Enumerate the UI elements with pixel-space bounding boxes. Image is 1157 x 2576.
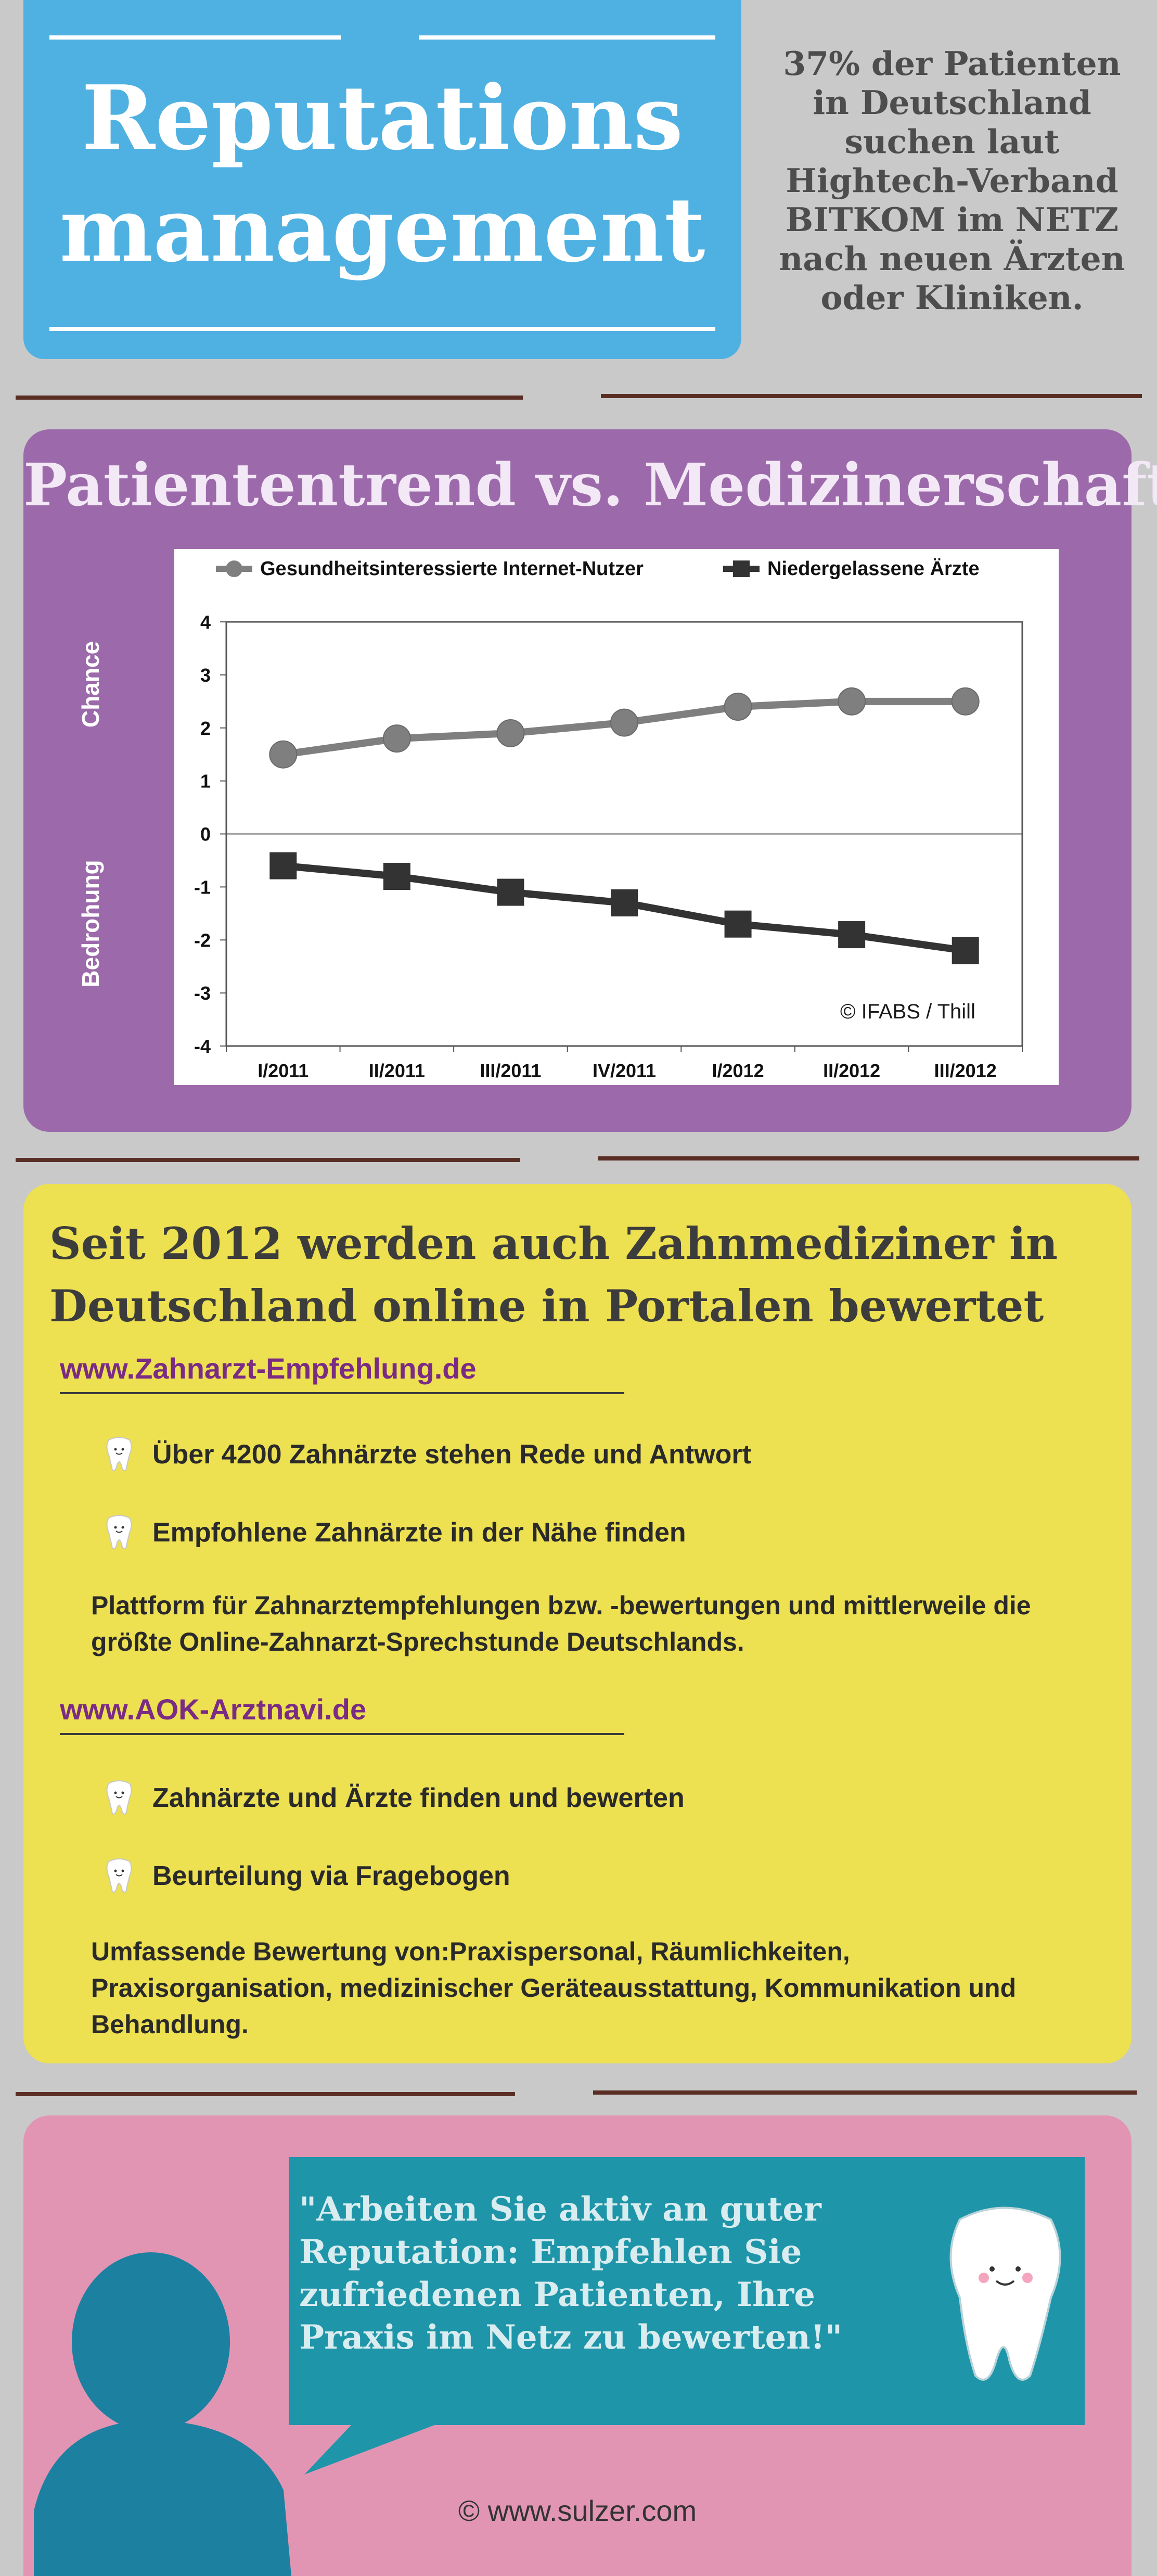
portal-description: Umfassende Bewertung von:Praxispersonal,… — [91, 1937, 1017, 2039]
chart-area — [174, 549, 1059, 1085]
data-point — [951, 687, 980, 716]
chart-title: Patiententrend vs. Medizinerschaft — [23, 451, 1157, 519]
portal-link-aok-arztnavi[interactable]: www.AOK-Arztnavi.de — [60, 1693, 367, 1726]
y-tick-label: -4 — [194, 1036, 211, 1057]
stat-text: 37% der Patienten in Deutschland suchen … — [779, 44, 1125, 317]
bullet-text: Über 4200 Zahnärzte stehen Rede und Antw… — [152, 1439, 751, 1470]
person-silhouette-icon — [34, 2252, 291, 2576]
footer-credit: © www.sulzer.com — [458, 2494, 697, 2527]
data-point — [497, 878, 524, 906]
title-box: Reputations management — [23, 0, 741, 359]
bullet-text: Zahnärzte und Ärzte finden und bewerten — [152, 1783, 685, 1813]
portal-underline — [60, 1733, 624, 1735]
y-tick-label: 3 — [200, 665, 211, 686]
x-tick-label: IV/2011 — [593, 1060, 656, 1081]
data-point — [611, 889, 638, 916]
title-top-rule-right — [419, 35, 715, 40]
portal-underline — [60, 1392, 624, 1394]
x-tick-label: II/2011 — [369, 1060, 425, 1081]
divider — [16, 396, 523, 400]
title-top-rule-left — [49, 35, 341, 40]
portal-link-zahnarzt-empfehlung[interactable]: www.Zahnarzt-Empfehlung.de — [60, 1352, 477, 1385]
smiling-tooth-icon — [949, 2207, 1061, 2381]
data-point — [269, 740, 298, 769]
x-tick-label: I/2012 — [712, 1060, 764, 1081]
list-item: Empfohlene Zahnärzte in der Nähe finden — [104, 1512, 686, 1553]
legend-label: Gesundheitsinteressierte Internet-Nutzer — [260, 558, 644, 580]
portal-heading: Seit 2012 werden auch Zahnmediziner in D… — [49, 1218, 1058, 1332]
y-tick-label: 2 — [200, 718, 211, 739]
tooth-icon — [106, 1515, 132, 1549]
side-label-chance: Chance — [77, 641, 104, 728]
divider — [593, 2090, 1137, 2095]
list-item: Beurteilung via Fragebogen — [104, 1855, 510, 1897]
bullet-text: Beurteilung via Fragebogen — [152, 1861, 510, 1891]
chart-copyright: © IFABS / Thill — [840, 1000, 975, 1023]
data-point — [838, 687, 866, 716]
quote-text: "Arbeiten Sie aktiv an guter Reputation:… — [299, 2190, 843, 2357]
data-point — [724, 910, 752, 938]
page-title: Reputations management — [59, 66, 705, 282]
divider — [16, 1158, 520, 1162]
y-tick-label: 0 — [200, 824, 211, 845]
speech-bubble-shape — [289, 2157, 1085, 2475]
line-chart: Chance Bedrohung 4 3 2 1 0 -1 -2 -3 -4 I/2011 II/2… — [77, 549, 1059, 1085]
tooth-icon — [106, 1780, 132, 1815]
list-item: Zahnärzte und Ärzte finden und bewerten — [104, 1777, 685, 1819]
quote-section: "Arbeiten Sie aktiv an guter Reputation:… — [23, 2115, 1132, 2576]
divider — [601, 394, 1142, 398]
portal-description: Plattform für Zahnarztempfehlungen bzw. … — [91, 1591, 1031, 1656]
data-point — [496, 719, 525, 747]
y-tick-label: 1 — [200, 771, 211, 792]
data-point — [724, 693, 752, 721]
x-tick-label: I/2011 — [258, 1060, 308, 1081]
data-point — [382, 724, 411, 753]
x-tick-label: III/2012 — [934, 1060, 997, 1081]
legend-label: Niedergelassene Ärzte — [767, 557, 980, 580]
y-tick-label: 4 — [200, 611, 211, 633]
data-point — [610, 708, 638, 737]
side-label-bedrohung: Bedrohung — [77, 860, 104, 987]
speech-bubble — [289, 2157, 1085, 2475]
data-point — [269, 852, 297, 879]
divider — [598, 1156, 1139, 1161]
data-point — [838, 921, 866, 949]
bullet-text: Empfohlene Zahnärzte in der Nähe finden — [152, 1517, 686, 1548]
x-tick-label: III/2011 — [480, 1060, 541, 1081]
chart-section: Patiententrend vs. Medizinerschaft Chanc… — [23, 429, 1157, 1132]
tooth-icon — [106, 1858, 132, 1893]
list-item: Über 4200 Zahnärzte stehen Rede und Antw… — [104, 1434, 751, 1475]
data-point — [952, 937, 979, 964]
legend-swatch-marker — [733, 560, 750, 577]
x-tick-label: II/2012 — [823, 1060, 880, 1081]
title-bottom-rule — [49, 327, 715, 331]
divider — [16, 2092, 515, 2096]
portal-section: Seit 2012 werden auch Zahnmediziner in D… — [23, 1184, 1132, 2063]
y-tick-label: -1 — [194, 876, 211, 898]
data-point — [383, 863, 410, 890]
tooth-icon — [106, 1437, 132, 1471]
y-tick-label: -3 — [194, 983, 211, 1004]
legend-swatch-marker — [226, 560, 242, 577]
y-tick-label: -2 — [194, 929, 211, 951]
